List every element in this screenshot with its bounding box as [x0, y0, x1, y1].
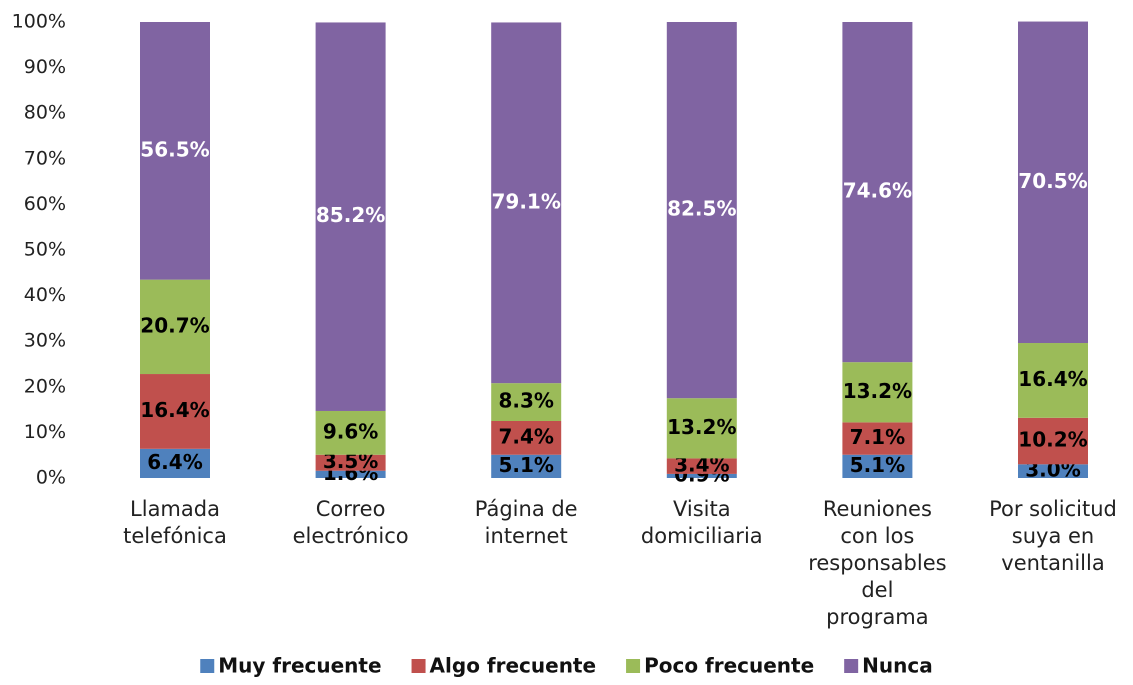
- bar-segment: [315, 22, 386, 411]
- value-label: 13.2%: [843, 379, 912, 403]
- y-tick-label: 30%: [24, 330, 66, 352]
- y-tick-label: 50%: [24, 239, 66, 261]
- bar-segment: [842, 22, 913, 363]
- bar-segment: [491, 454, 562, 478]
- y-tick-label: 20%: [24, 375, 66, 397]
- legend-swatch: [844, 659, 859, 673]
- value-label: 20.7%: [140, 313, 209, 337]
- value-label: 7.1%: [850, 425, 905, 449]
- bar-segment: [666, 473, 737, 478]
- bar-segment: [315, 410, 386, 455]
- y-tick-label: 10%: [24, 421, 66, 443]
- bar-segment: [315, 470, 386, 478]
- bar-segment: [140, 22, 210, 280]
- value-label: 79.1%: [492, 189, 561, 213]
- y-tick-label: 0%: [36, 467, 66, 489]
- legend-swatch: [200, 659, 215, 673]
- legend-label: Algo frecuente: [430, 654, 597, 678]
- bar-segment: [1018, 417, 1088, 465]
- bar-segment: [666, 458, 737, 474]
- bar-segment: [842, 422, 913, 455]
- y-tick-label: 90%: [24, 56, 66, 78]
- bar-segment: [842, 454, 913, 478]
- value-label: 13.2%: [667, 415, 736, 439]
- value-label: 70.5%: [1018, 169, 1087, 193]
- legend-swatch: [411, 659, 426, 673]
- bar-segment: [1018, 21, 1088, 344]
- value-label: 7.4%: [498, 424, 553, 448]
- legend-swatch: [626, 659, 641, 673]
- legend-label: Poco frecuente: [644, 654, 814, 678]
- y-tick-label: 70%: [24, 147, 66, 169]
- value-label: 5.1%: [498, 453, 553, 477]
- bar-segment: [1018, 464, 1088, 478]
- y-tick-label: 100%: [12, 11, 66, 33]
- value-label: 56.5%: [140, 137, 209, 161]
- bar-segment: [666, 398, 737, 459]
- bar-segment: [491, 421, 562, 455]
- value-label: 16.4%: [140, 398, 209, 422]
- bar-segment: [140, 448, 210, 478]
- x-tick-label: Reuniones con los responsables del progr…: [808, 497, 947, 629]
- value-label: 6.4%: [147, 450, 202, 474]
- value-label: 5.1%: [850, 453, 905, 477]
- value-label: 85.2%: [316, 203, 385, 227]
- value-label: 82.5%: [667, 197, 736, 221]
- x-tick-label: Visita domiciliaria: [640, 497, 763, 548]
- value-label: 9.6%: [323, 419, 378, 443]
- bar-segment: [491, 22, 562, 384]
- value-label: 10.2%: [1018, 428, 1087, 452]
- legend-label: Nunca: [862, 654, 933, 678]
- bar-segment: [140, 374, 210, 449]
- x-tick-label: Por solicitud suya en ventanilla: [989, 497, 1117, 575]
- bar-segment: [140, 279, 210, 375]
- value-label: 16.4%: [1018, 367, 1087, 391]
- bar-segment: [842, 362, 913, 423]
- x-tick-label: Correo electrónico: [292, 497, 409, 548]
- bar-segment: [666, 22, 737, 399]
- y-tick-label: 80%: [24, 102, 66, 124]
- y-tick-label: 40%: [24, 284, 66, 306]
- bar-segment: [491, 383, 562, 421]
- x-tick-label: Página de internet: [474, 497, 578, 548]
- bar-segment: [315, 454, 386, 471]
- value-label: 74.6%: [843, 179, 912, 203]
- value-label: 8.3%: [498, 389, 553, 413]
- x-tick-label: Llamada telefónica: [123, 497, 227, 548]
- y-tick-label: 60%: [24, 193, 66, 215]
- legend-label: Muy frecuente: [218, 654, 381, 678]
- bar-segment: [1018, 343, 1088, 418]
